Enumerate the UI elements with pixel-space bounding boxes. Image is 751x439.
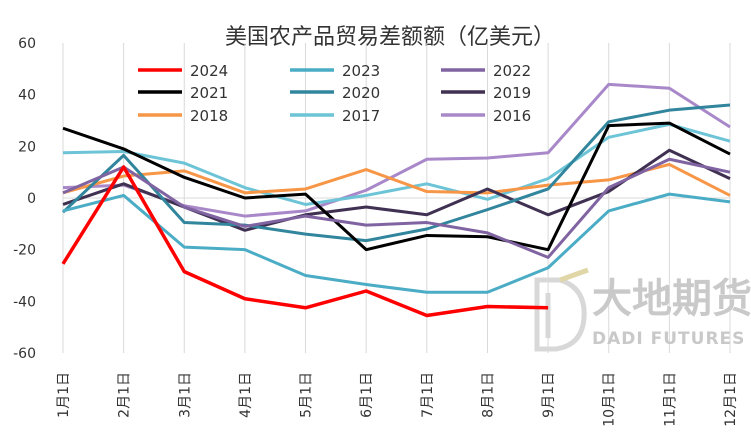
watermark: 大地期货 DADI FUTURES — [534, 267, 751, 352]
y-axis: -60 -40 -20 0 20 40 60 — [13, 36, 36, 362]
y-tick-label: -20 — [13, 243, 36, 259]
x-tick-label: 5月1日 — [299, 372, 315, 418]
x-axis: 1月1日 2月1日 3月1日 4月1日 5月1日 6月1日 7月1日 8月1日 9月1日 10月1… — [56, 372, 739, 427]
legend-label-2018: 2018 — [190, 107, 228, 125]
x-tick-label: 9月1日 — [541, 372, 557, 418]
y-tick-label: -60 — [13, 346, 36, 362]
legend-label-2024: 2024 — [190, 62, 228, 80]
watermark-logo-icon — [534, 267, 589, 352]
x-tick-label: 4月1日 — [238, 372, 254, 418]
y-tick-label: 40 — [18, 88, 36, 104]
legend-label-2021: 2021 — [190, 84, 228, 102]
series-line-2021 — [62, 121, 731, 252]
y-tick-label: -40 — [13, 294, 36, 310]
series-line-2022 — [62, 157, 731, 259]
x-tick-label: 1月1日 — [56, 372, 72, 418]
watermark-text: 大地期货 — [592, 276, 751, 322]
legend-label-2016: 2016 — [493, 107, 531, 125]
series-line-2016 — [62, 82, 731, 218]
series-line-2024 — [61, 165, 549, 318]
x-tick-label: 10月1日 — [602, 372, 618, 427]
x-tick-label: 7月1日 — [420, 372, 436, 418]
x-tick-label: 8月1日 — [480, 372, 496, 418]
legend: 2024 2023 2022 2021 2020 2019 2018 2017 2016 — [138, 62, 531, 125]
x-tick-label: 12月1日 — [723, 372, 739, 427]
y-tick-label: 20 — [18, 139, 36, 155]
series-line-2017 — [62, 122, 731, 206]
legend-label-2019: 2019 — [493, 84, 531, 102]
x-tick-label: 2月1日 — [117, 372, 133, 418]
legend-label-2023: 2023 — [342, 62, 380, 80]
series-line-2020 — [61, 103, 731, 243]
legend-label-2017: 2017 — [342, 107, 380, 125]
chart-title: 美国农产品贸易差额额（亿美元） — [225, 25, 555, 50]
y-tick-label: 60 — [18, 36, 36, 52]
x-tick-label: 3月1日 — [177, 372, 193, 418]
x-tick-label: 11月1日 — [662, 372, 678, 427]
gridlines — [62, 43, 731, 353]
legend-label-2022: 2022 — [493, 62, 531, 80]
series-line-2023 — [62, 192, 731, 294]
series-line-2019 — [62, 148, 731, 232]
x-tick-label: 6月1日 — [359, 372, 375, 418]
legend-label-2020: 2020 — [342, 84, 380, 102]
watermark-subtext: DADI FUTURES — [592, 329, 745, 349]
y-tick-label: 0 — [27, 191, 36, 207]
series-lines — [61, 82, 731, 318]
